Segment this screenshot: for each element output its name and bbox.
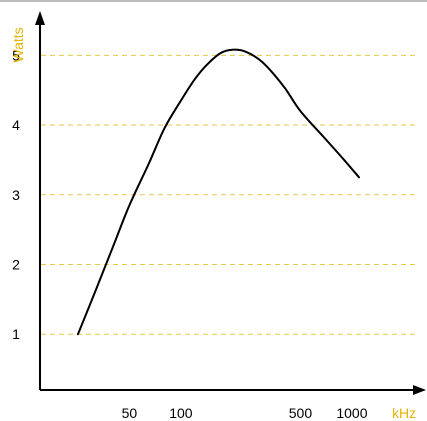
x-tick-label: 100 (169, 405, 193, 421)
x-axis-arrow (413, 385, 426, 395)
x-tick-label: 1000 (336, 405, 367, 421)
x-tick-label: 500 (289, 405, 313, 421)
y-tick-label: 2 (12, 256, 20, 272)
x-tick-label: 50 (122, 405, 138, 421)
x-axis-label: kHz (392, 405, 416, 421)
y-tick-label: 5 (12, 47, 20, 63)
y-tick-label: 1 (12, 326, 20, 342)
y-tick-label: 3 (12, 187, 20, 203)
y-tick-label: 4 (12, 117, 20, 133)
y-axis-arrow (35, 11, 45, 25)
top-border (0, 0, 427, 2)
data-line (76, 48, 361, 336)
y-axis-label: Watts (10, 27, 26, 62)
